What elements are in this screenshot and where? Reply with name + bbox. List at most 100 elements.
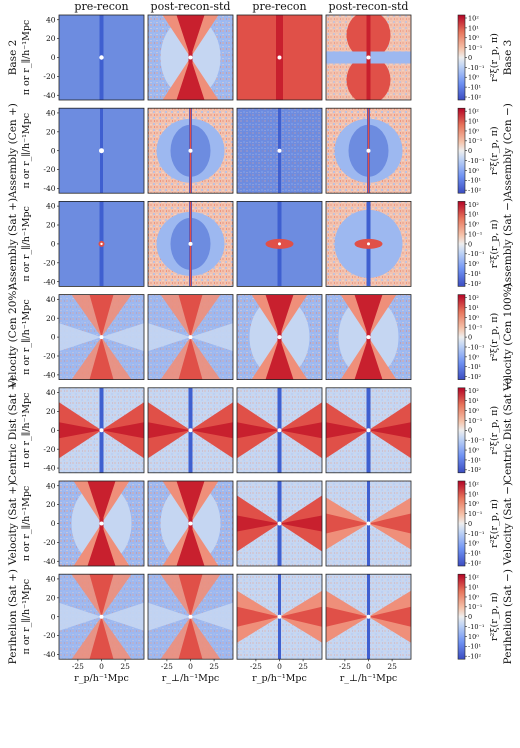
heatmap-panel	[148, 481, 233, 566]
y-tick-label: -20	[43, 538, 55, 547]
y-tick-label: -20	[43, 631, 55, 640]
heatmap-panel	[59, 387, 144, 473]
colorbar-tick-label: 10¹	[468, 583, 479, 591]
y-axis-label: π or r_∥/h⁻¹Mpc	[21, 20, 32, 96]
heatmap-panel	[59, 108, 144, 194]
row-label-right: Centric Dist (Sat −)	[502, 378, 514, 484]
colorbar	[457, 107, 466, 194]
colorbar-tick-label: 10⁰	[468, 34, 479, 42]
colorbar-tick-label: 0	[468, 147, 472, 155]
panel-frame	[236, 480, 323, 567]
y-tick-label: 40	[46, 388, 56, 397]
y-axis-label: π or r_∥/h⁻¹Mpc	[21, 579, 32, 655]
colorbar-label: r²ξ(r_p, π)	[489, 406, 500, 455]
column-title: pre-recon	[252, 0, 306, 13]
y-axis-label: π or r_∥/h⁻¹Mpc	[21, 206, 32, 282]
column-title: post-recon-std	[329, 0, 409, 13]
x-tick-label: 25	[120, 662, 130, 671]
colorbar-tick-label: -10¹	[468, 363, 481, 371]
colorbar-tick-label: 10⁰	[468, 167, 479, 175]
x-tick-label: 0	[99, 662, 104, 671]
y-tick-label: 0	[51, 240, 56, 249]
colorbar-tick-label: 10²	[468, 480, 479, 488]
heatmap-panel	[326, 387, 411, 473]
heatmap-panel	[326, 108, 411, 194]
colorbar-tick-label: 10¹	[468, 490, 479, 498]
y-tick-label: 20	[46, 127, 56, 136]
colorbar-tick-label: -10²	[468, 187, 481, 195]
x-tick-label: -25	[339, 662, 351, 671]
heatmap-panel	[237, 481, 322, 566]
colorbar	[457, 201, 466, 287]
heatmap-panel	[148, 574, 233, 660]
colorbar-tick-label: -10¹	[468, 84, 481, 92]
colorbar	[457, 480, 466, 567]
colorbar-tick-label: 0	[468, 520, 472, 528]
colorbar-tick-label: 10⁰	[468, 260, 479, 268]
row-label-left: Base 2	[7, 40, 19, 76]
colorbar-tick-label: -10⁻¹	[468, 343, 485, 351]
panel-frame	[147, 107, 234, 194]
colorbar-label: r²ξ(r_p, π)	[489, 33, 500, 82]
x-tick-label: 0	[277, 662, 282, 671]
colorbar-tick-label: 10⁻¹	[468, 324, 483, 332]
colorbar-tick-label: -10¹	[468, 270, 481, 278]
y-tick-label: 40	[46, 202, 56, 211]
colorbar-tick-label: 10⁻¹	[468, 230, 483, 238]
x-axis-label: r_p/h⁻¹Mpc	[74, 673, 129, 684]
row-label-right: Velocity (Sat −)	[502, 482, 514, 566]
colorbar-tick-label: 10²	[468, 574, 479, 582]
panel-frame	[325, 387, 412, 474]
colorbar-tick-label: 10⁻¹	[468, 510, 483, 518]
colorbar-label: r²ξ(r_p, π)	[489, 126, 500, 175]
y-tick-label: 0	[51, 612, 56, 621]
x-tick-label: 0	[188, 662, 193, 671]
colorbar-tick-label: 10⁰	[468, 633, 479, 641]
y-tick-label: 40	[46, 15, 56, 24]
panel-frame	[236, 387, 323, 474]
colorbar-tick-label: 10⁰	[468, 74, 479, 82]
colorbar-tick-label: 10⁰	[468, 500, 479, 508]
y-tick-label: 20	[46, 34, 56, 43]
colorbar-tick-label: 10⁻¹	[468, 603, 483, 611]
colorbar-tick-label: -10²	[468, 373, 481, 381]
heatmap-panel	[237, 201, 322, 287]
colorbar-tick-label: 10⁰	[468, 446, 479, 454]
y-tick-label: -20	[43, 165, 55, 174]
x-tick-label: 25	[209, 662, 219, 671]
heatmap-panel	[148, 201, 233, 287]
x-tick-label: -25	[161, 662, 173, 671]
colorbar-tick-label: 10¹	[468, 211, 479, 219]
panels	[58, 14, 466, 660]
heatmap-panel	[237, 15, 322, 100]
x-axis-label: r_⊥/h⁻¹Mpc	[162, 673, 220, 684]
heatmap-panel	[237, 387, 322, 473]
y-tick-label: -20	[43, 445, 55, 454]
y-tick-label: 20	[46, 221, 56, 230]
x-tick-label: -25	[72, 662, 84, 671]
heatmap-panel	[59, 294, 144, 380]
y-tick-label: -40	[43, 184, 55, 193]
y-tick-label: 40	[46, 295, 56, 304]
colorbar-tick-label: 10⁰	[468, 540, 479, 548]
heatmap-panel	[59, 574, 144, 660]
colorbar-tick-label: 0	[468, 613, 472, 621]
x-tick-label: -25	[250, 662, 262, 671]
panel-frame	[236, 107, 323, 194]
heatmap-panel	[59, 201, 144, 287]
panel-frame	[325, 107, 412, 194]
colorbar	[457, 14, 466, 101]
y-axis-label: π or r_∥/h⁻¹Mpc	[21, 486, 32, 562]
colorbar-tick-label: -10¹	[468, 550, 481, 558]
row-label-right: Assembly (Sat −)	[502, 198, 514, 291]
row-label-right: Velocity (Cen 100%)	[502, 283, 514, 392]
colorbar-tick-label: -10⁻¹	[468, 437, 485, 445]
heatmap-panel	[59, 481, 144, 566]
colorbar-tick-label: -10⁻¹	[468, 250, 485, 258]
colorbar-tick-label: 0	[468, 240, 472, 248]
column-title: pre-recon	[74, 0, 128, 13]
y-axis-label: π or r_∥/h⁻¹Mpc	[21, 393, 32, 469]
y-tick-label: -40	[43, 277, 55, 286]
panel-frame	[325, 14, 412, 101]
y-tick-label: 20	[46, 407, 56, 416]
